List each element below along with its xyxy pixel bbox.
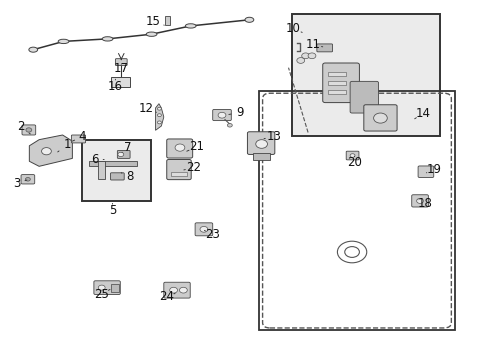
FancyBboxPatch shape (349, 81, 378, 113)
Circle shape (227, 123, 232, 127)
Circle shape (26, 128, 32, 132)
Ellipse shape (58, 39, 69, 44)
Circle shape (157, 121, 161, 124)
Circle shape (25, 177, 30, 181)
FancyBboxPatch shape (94, 281, 120, 294)
Text: 24: 24 (159, 291, 173, 303)
Circle shape (373, 113, 386, 123)
Circle shape (157, 107, 161, 110)
Text: 16: 16 (108, 80, 122, 93)
Bar (165, 16, 170, 25)
Bar (82, 140, 150, 201)
FancyBboxPatch shape (166, 139, 192, 158)
FancyBboxPatch shape (346, 151, 358, 160)
Text: 10: 10 (285, 22, 300, 35)
FancyBboxPatch shape (71, 135, 85, 143)
Text: 2: 2 (17, 120, 24, 133)
FancyBboxPatch shape (417, 166, 433, 177)
Bar (259, 91, 454, 330)
Circle shape (307, 53, 315, 59)
Circle shape (118, 152, 123, 157)
FancyBboxPatch shape (22, 125, 36, 135)
Text: 17: 17 (114, 62, 128, 75)
Text: 14: 14 (415, 107, 429, 120)
Ellipse shape (29, 47, 38, 52)
Circle shape (175, 144, 184, 151)
FancyBboxPatch shape (363, 105, 396, 131)
Bar (89, 161, 137, 166)
Polygon shape (155, 104, 163, 130)
FancyBboxPatch shape (322, 63, 359, 103)
Text: 15: 15 (145, 15, 160, 28)
Ellipse shape (185, 24, 196, 28)
Text: 19: 19 (426, 163, 441, 176)
FancyBboxPatch shape (166, 159, 191, 180)
Bar (111, 77, 130, 87)
Circle shape (416, 198, 423, 203)
Text: 12: 12 (138, 102, 153, 114)
FancyBboxPatch shape (21, 175, 35, 184)
Circle shape (218, 112, 225, 118)
FancyBboxPatch shape (411, 195, 427, 207)
Bar (98, 161, 104, 179)
Text: 21: 21 (189, 140, 203, 153)
Circle shape (41, 148, 51, 155)
FancyBboxPatch shape (163, 282, 190, 298)
Text: 5: 5 (108, 204, 116, 217)
Circle shape (349, 154, 354, 157)
Circle shape (200, 226, 207, 232)
FancyBboxPatch shape (195, 223, 212, 236)
Ellipse shape (102, 37, 113, 41)
Circle shape (169, 287, 177, 293)
FancyBboxPatch shape (115, 59, 127, 66)
Text: 20: 20 (346, 156, 361, 169)
Text: 22: 22 (186, 161, 201, 174)
Text: 3: 3 (13, 177, 21, 190)
Bar (327, 72, 346, 76)
Ellipse shape (244, 17, 253, 22)
Text: 8: 8 (125, 170, 133, 183)
Polygon shape (29, 135, 72, 166)
Text: 23: 23 (205, 228, 220, 241)
Text: 25: 25 (94, 288, 108, 301)
Bar (111, 284, 119, 292)
Circle shape (301, 53, 309, 59)
Text: 6: 6 (90, 153, 98, 166)
Circle shape (98, 285, 105, 290)
Bar (292, 14, 439, 136)
Bar (327, 81, 346, 85)
Circle shape (296, 58, 304, 63)
Circle shape (255, 140, 267, 148)
Circle shape (157, 114, 161, 117)
FancyBboxPatch shape (212, 109, 231, 121)
Text: 1: 1 (63, 138, 71, 151)
Text: 7: 7 (124, 141, 132, 154)
FancyBboxPatch shape (117, 150, 130, 158)
Text: 11: 11 (305, 39, 320, 51)
Text: 18: 18 (417, 197, 432, 210)
Text: 4: 4 (78, 130, 86, 143)
FancyBboxPatch shape (110, 173, 124, 180)
Circle shape (179, 287, 187, 293)
FancyBboxPatch shape (247, 132, 274, 154)
FancyBboxPatch shape (316, 44, 332, 52)
Text: 13: 13 (266, 130, 281, 143)
Bar (327, 90, 346, 94)
Bar (171, 172, 186, 176)
Bar (253, 153, 270, 160)
Text: 9: 9 (235, 106, 243, 119)
Ellipse shape (146, 32, 157, 36)
